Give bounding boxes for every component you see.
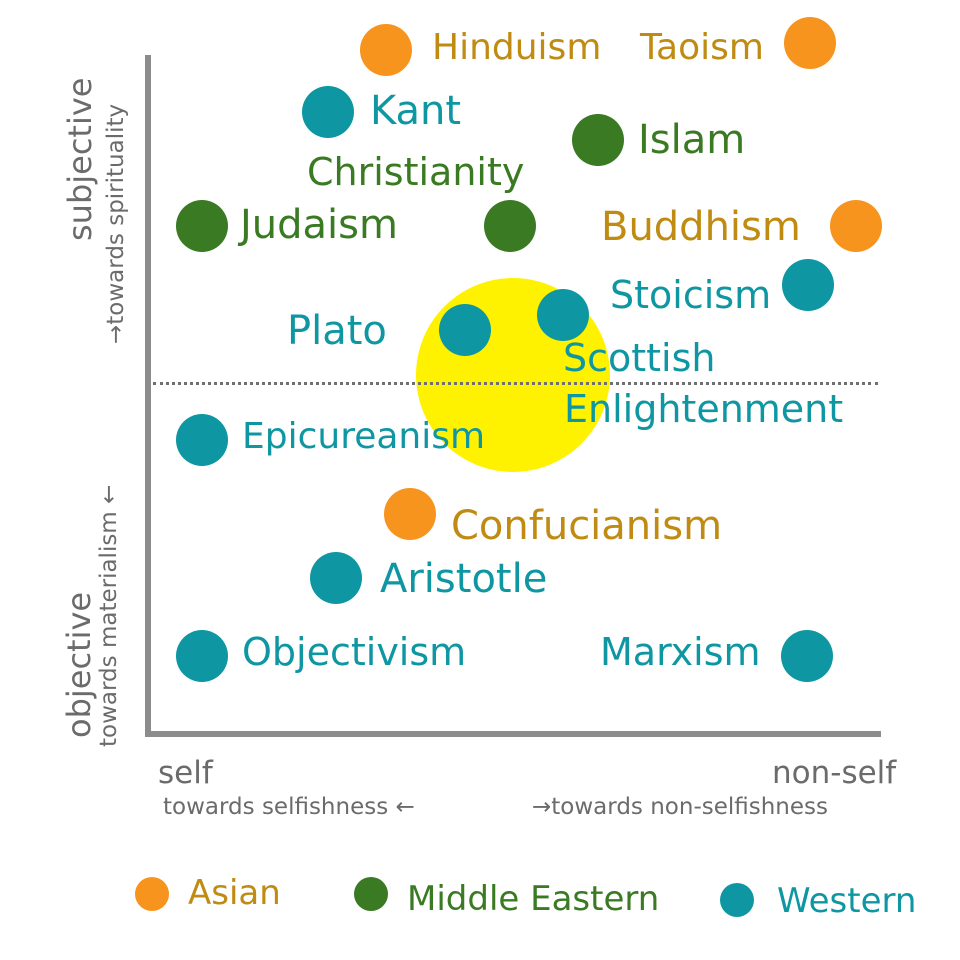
legend-western-dot xyxy=(720,883,754,917)
scottish-enlightenment-label-line2: Enlightenment xyxy=(564,387,844,431)
christianity-label: Christianity xyxy=(307,150,525,194)
legend-middle-eastern-dot xyxy=(354,877,388,911)
scottish-enlightenment-label-line1: Scottish xyxy=(563,336,716,380)
epicureanism-label: Epicureanism xyxy=(242,416,486,457)
objectivism-label: Objectivism xyxy=(242,630,467,674)
stoicism-dot xyxy=(782,259,834,311)
midline-divider xyxy=(153,382,878,385)
y-axis-bottom-sub-label: towards materialism ← xyxy=(96,484,122,747)
x-axis-left-sub-label: towards selfishness ← xyxy=(163,794,415,820)
plato-dot xyxy=(439,304,491,356)
horizontal-axis xyxy=(145,731,881,737)
legend-western-label: Western xyxy=(777,881,917,921)
legend-asian-label: Asian xyxy=(188,873,281,913)
x-axis-left-main-label: self xyxy=(158,755,213,791)
confucianism-dot xyxy=(384,488,436,540)
aristotle-dot xyxy=(310,552,362,604)
christianity-dot xyxy=(484,200,536,252)
hinduism-dot xyxy=(360,24,412,76)
x-axis-right-sub-label: →towards non-selfishness xyxy=(532,794,829,820)
x-axis-right-main-label: non-self xyxy=(772,755,897,791)
y-axis-bottom-main-label: objective xyxy=(60,591,98,738)
judaism-dot xyxy=(176,200,228,252)
epicureanism-dot xyxy=(176,414,228,466)
marxism-label: Marxism xyxy=(600,630,761,674)
islam-dot xyxy=(572,114,624,166)
aristotle-label: Aristotle xyxy=(380,556,548,602)
kant-dot xyxy=(302,86,354,138)
buddhism-label: Buddhism xyxy=(601,204,801,250)
judaism-label: Judaism xyxy=(240,202,398,248)
taoism-label: Taoism xyxy=(640,27,764,68)
taoism-dot xyxy=(784,17,836,69)
y-axis-top-sub-label: →towards spirituality xyxy=(103,103,129,344)
islam-label: Islam xyxy=(638,117,746,163)
confucianism-label: Confucianism xyxy=(451,503,723,549)
marxism-dot xyxy=(781,630,833,682)
scottish-enlightenment-dot xyxy=(537,289,589,341)
hinduism-label: Hinduism xyxy=(432,27,602,68)
buddhism-dot xyxy=(830,200,882,252)
vertical-axis xyxy=(145,55,151,737)
y-axis-top-main-label: subjective xyxy=(61,77,99,242)
plato-label: Plato xyxy=(287,308,387,354)
kant-label: Kant xyxy=(370,88,462,134)
legend-middle-eastern-label: Middle Eastern xyxy=(407,879,660,919)
objectivism-dot xyxy=(176,630,228,682)
stoicism-label: Stoicism xyxy=(610,273,772,317)
legend-asian-dot xyxy=(135,877,169,911)
